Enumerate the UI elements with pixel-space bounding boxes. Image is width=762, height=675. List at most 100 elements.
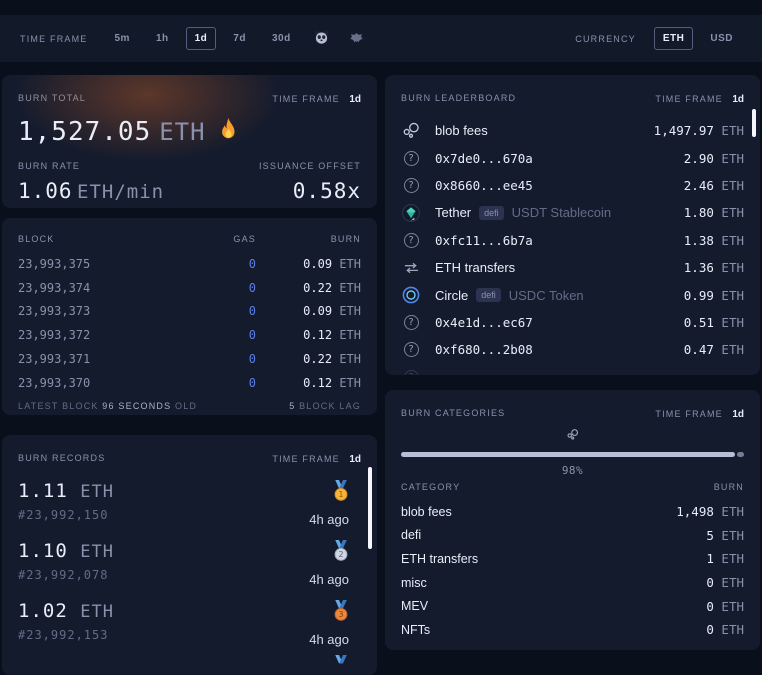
leaderboard-amount: 1.36 ETH bbox=[683, 260, 744, 276]
record-age: 4h ago bbox=[309, 572, 349, 587]
time-frame-7d-button[interactable]: 7d bbox=[224, 27, 255, 50]
leaderboard-row[interactable]: Tether defi USDT Stablecoin 1.80 ETH bbox=[401, 199, 744, 226]
burn-value: 0.22 ETH bbox=[303, 352, 361, 367]
issuance-offset-label: ISSUANCE OFFSET bbox=[258, 161, 361, 171]
category-amount: 0 ETH bbox=[706, 598, 744, 614]
records-scrollbar[interactable] bbox=[368, 467, 372, 549]
category-row[interactable]: defi 5 ETH bbox=[401, 524, 744, 548]
category-row[interactable]: blob fees 1,498 ETH bbox=[401, 500, 744, 524]
time-frame-value[interactable]: 1d bbox=[732, 409, 744, 420]
gas-value: 0 bbox=[248, 280, 256, 295]
block-number: 23,993,373 bbox=[18, 304, 91, 319]
progress-fill bbox=[401, 452, 736, 457]
record-age: 4h ago bbox=[309, 512, 349, 527]
category-name: blob fees bbox=[401, 504, 452, 519]
since-merge-button[interactable] bbox=[308, 27, 335, 51]
svg-text:2: 2 bbox=[338, 550, 343, 559]
leaderboard-detail: USDC Token bbox=[508, 287, 584, 303]
leaderboard-name: blob fees bbox=[435, 123, 488, 139]
gas-value: 0 bbox=[248, 304, 256, 319]
issuance-offset-value: 0.58x bbox=[292, 179, 361, 203]
defi-badge: defi bbox=[476, 288, 501, 303]
currency-usd-button[interactable]: USD bbox=[701, 27, 742, 50]
category-amount: 0 ETH bbox=[706, 575, 744, 591]
burn-record-row: 1.10 ETH #23,992,078 2 4h ago bbox=[18, 540, 361, 587]
time-frame-1h-button[interactable]: 1h bbox=[147, 27, 178, 50]
block-lag: 5 BLOCK LAG bbox=[289, 400, 361, 411]
time-frame-label: TIME FRAME bbox=[655, 94, 723, 104]
leaderboard-amount: 2.90 ETH bbox=[683, 150, 744, 166]
block-row[interactable]: 23,993,372 0 0.12 ETH bbox=[18, 323, 361, 347]
panda-icon bbox=[314, 30, 329, 48]
currency-selector: CURRENCY ETH USD bbox=[575, 27, 742, 50]
category-amount: 1,498 ETH bbox=[676, 504, 744, 520]
burn-categories-card: BURN CATEGORIES TIME FRAME 1d 98% CATEGO… bbox=[385, 390, 760, 650]
burn-record-row-partial bbox=[18, 655, 361, 675]
burn-categories-title: BURN CATEGORIES bbox=[401, 408, 506, 418]
time-frame-30d-button[interactable]: 30d bbox=[263, 27, 300, 50]
currency-eth-button[interactable]: ETH bbox=[653, 27, 694, 50]
leaderboard-name: Tether bbox=[435, 205, 472, 221]
block-row[interactable]: 23,993,370 0 0.12 ETH bbox=[18, 371, 361, 395]
leaderboard-address: 0x8660...ee45 bbox=[435, 177, 533, 193]
leaderboard-row[interactable]: ? 0x8660...ee45 2.46 ETH bbox=[401, 172, 744, 199]
burn-value: 0.12 ETH bbox=[303, 328, 361, 343]
blob-icon bbox=[401, 121, 421, 140]
block-number: 23,993,371 bbox=[18, 352, 91, 367]
burn-column-header: BURN bbox=[713, 482, 744, 492]
latest-blocks-card: BLOCK GAS BURN 23,993,375 0 0.09 ETH 23,… bbox=[2, 218, 377, 415]
leaderboard-name: ETH transfers bbox=[435, 260, 516, 276]
time-frame-label: TIME FRAME bbox=[20, 33, 88, 44]
tether-icon bbox=[401, 203, 421, 222]
leaderboard-row[interactable]: ETH transfers 1.36 ETH bbox=[401, 254, 744, 281]
time-frame-value[interactable]: 1d bbox=[732, 94, 744, 105]
top-navigation-bar: TIME FRAME 5m 1h 1d 7d 30d bbox=[0, 15, 762, 62]
category-row[interactable]: misc 0 ETH bbox=[401, 571, 744, 595]
time-frame-label: TIME FRAME bbox=[272, 454, 340, 464]
category-name: NFTs bbox=[401, 622, 431, 637]
leaderboard-amount: 1,497.97 ETH bbox=[653, 123, 744, 139]
gas-column-header: GAS bbox=[233, 234, 256, 244]
record-age: 4h ago bbox=[309, 632, 349, 647]
category-row[interactable]: ETH transfers 1 ETH bbox=[401, 547, 744, 571]
burn-rate-amount: 1.06 bbox=[18, 179, 73, 203]
block-row[interactable]: 23,993,375 0 0.09 ETH bbox=[18, 252, 361, 276]
burn-rate-label: BURN RATE bbox=[18, 161, 81, 171]
leaderboard-address: 0x4e1d...ec67 bbox=[435, 314, 533, 330]
block-number: 23,993,372 bbox=[18, 328, 91, 343]
time-frame-value[interactable]: 1d bbox=[349, 94, 361, 105]
time-frame-5m-button[interactable]: 5m bbox=[106, 27, 139, 50]
leaderboard-detail: USDT Stablecoin bbox=[511, 205, 612, 221]
leaderboard-row[interactable]: ? 0xfc11...6b7a 1.38 ETH bbox=[401, 227, 744, 254]
leaderboard-row[interactable]: blob fees 1,497.97 ETH bbox=[401, 117, 744, 144]
since-burn-button[interactable] bbox=[343, 28, 370, 50]
record-block-number: #23,992,150 bbox=[18, 508, 109, 522]
category-row[interactable]: NFTs 0 ETH bbox=[401, 618, 744, 642]
category-row[interactable]: MEV 0 ETH bbox=[401, 594, 744, 618]
blob-icon bbox=[566, 428, 579, 446]
leaderboard-scrollbar[interactable] bbox=[752, 109, 756, 137]
gas-value: 0 bbox=[248, 256, 256, 271]
block-row[interactable]: 23,993,373 0 0.09 ETH bbox=[18, 300, 361, 324]
block-row[interactable]: 23,993,374 0 0.22 ETH bbox=[18, 276, 361, 300]
burn-leaderboard-title: BURN LEADERBOARD bbox=[401, 93, 517, 103]
medal-icon bbox=[333, 655, 349, 675]
leaderboard-address: 0x7de0...670a bbox=[435, 150, 533, 166]
time-frame-1d-button[interactable]: 1d bbox=[185, 27, 217, 50]
unknown-contract-icon: ? bbox=[401, 314, 421, 330]
burn-value: 0.12 ETH bbox=[303, 375, 361, 390]
unknown-contract-icon: ? bbox=[401, 150, 421, 166]
time-frame-value[interactable]: 1d bbox=[349, 454, 361, 465]
gold-medal-icon: 1 bbox=[333, 480, 349, 506]
block-column-header: BLOCK bbox=[18, 234, 55, 244]
svg-text:1: 1 bbox=[338, 490, 343, 499]
leaderboard-row[interactable]: ? 0x7de0...670a 2.90 ETH bbox=[401, 144, 744, 171]
categories-progress-bar bbox=[401, 452, 744, 457]
burn-total-card: BURN TOTAL TIME FRAME 1d 1,527.05 ETH BU… bbox=[2, 75, 377, 208]
leaderboard-row[interactable]: ? 0xf680...2b08 0.47 ETH bbox=[401, 336, 744, 363]
progress-percent: 98% bbox=[561, 464, 584, 477]
leaderboard-row[interactable]: ? 0x4e1d...ec67 0.51 ETH bbox=[401, 309, 744, 336]
block-row[interactable]: 23,993,371 0 0.22 ETH bbox=[18, 347, 361, 371]
leaderboard-name: Circle bbox=[435, 287, 469, 303]
leaderboard-row[interactable]: Circle defi USDC Token 0.99 ETH bbox=[401, 281, 744, 308]
